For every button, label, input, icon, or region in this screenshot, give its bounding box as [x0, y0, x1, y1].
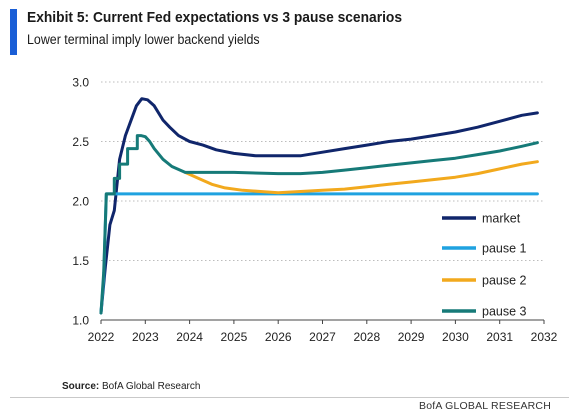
series-lines [99, 97, 539, 315]
chart-subtitle: Lower terminal imply lower backend yield… [27, 32, 260, 47]
brand-footer: BofA GLOBAL RESEARCH [419, 400, 551, 412]
x-tick-label: 2023 [132, 330, 159, 344]
x-tick-label: 2029 [398, 330, 425, 344]
footer-rule [10, 397, 569, 398]
legend-label: market [482, 212, 521, 226]
y-tick-label: 3.0 [72, 76, 89, 90]
source-label: Source: [62, 381, 100, 392]
source-note: Source: BofA Global Research [62, 381, 200, 392]
y-tick-label: 2.5 [72, 135, 89, 149]
axes: 1.0 1.5 2.0 2.5 3.0 2022 2023 2024 2025 2026 2027 2… [72, 76, 557, 345]
legend: market pause 1 pause 2 pause 3 [442, 212, 527, 319]
legend-label: pause 2 [482, 274, 527, 288]
y-tick-label: 1.0 [72, 314, 89, 328]
accent-bar [10, 9, 17, 55]
series-line-pause-1 [99, 192, 539, 315]
x-tick-label: 2026 [265, 330, 292, 344]
y-tick-label: 2.0 [72, 195, 89, 209]
y-tick-label: 1.5 [72, 254, 89, 268]
x-tick-label: 2030 [442, 330, 469, 344]
x-tick-label: 2032 [531, 330, 558, 344]
gridlines [101, 81, 544, 261]
x-tick-label: 2027 [309, 330, 336, 344]
source-text: BofA Global Research [102, 381, 201, 392]
x-tick-label: 2025 [221, 330, 248, 344]
x-tick-label: 2024 [176, 330, 203, 344]
legend-label: pause 1 [482, 242, 527, 256]
chart-title: Exhibit 5: Current Fed expectations vs 3… [27, 9, 403, 26]
legend-label: pause 3 [482, 305, 527, 319]
x-tick-label: 2028 [353, 330, 380, 344]
series-line-market [99, 97, 539, 315]
series-line-pause-3 [99, 134, 539, 315]
x-tick-label: 2022 [88, 330, 115, 344]
series-line-pause-2 [183, 160, 539, 195]
x-tick-label: 2031 [486, 330, 513, 344]
